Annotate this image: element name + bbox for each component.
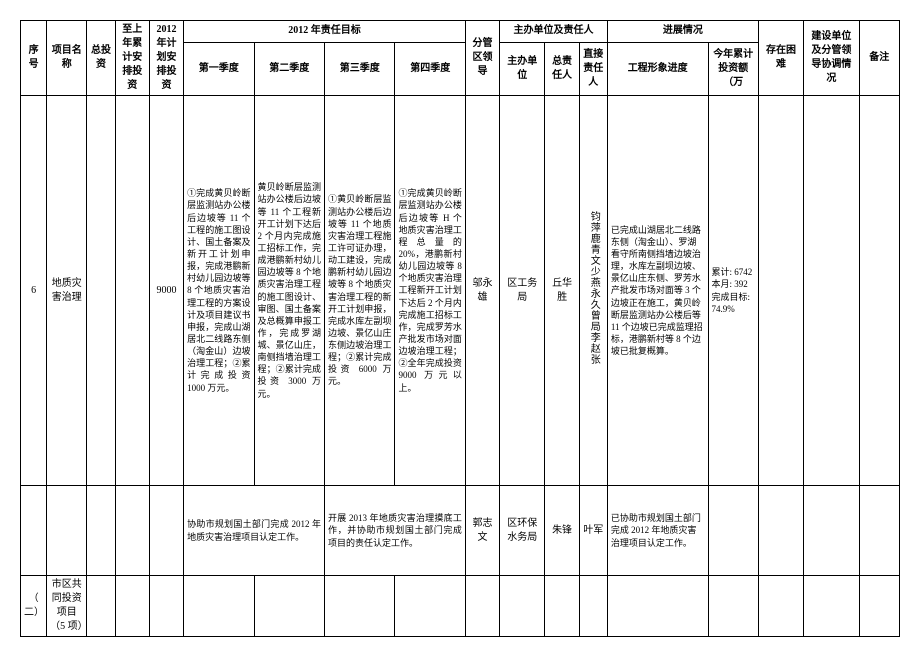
cell-prev-invest [115,96,149,486]
cell-difficulty [758,96,803,486]
cell-q4 [395,576,465,637]
h-q3: 第三季度 [325,42,395,95]
cell-project: 市区共同投资项目（5 项） [47,576,87,637]
h-seq: 序号 [21,21,47,96]
h-leader: 分管区领导 [465,21,499,96]
cell-project: 地质灾害治理 [47,96,87,486]
cell-prev-invest [115,576,149,637]
project-table: 序号 项目名称 总投资 至上年累计安排投资 2012 年计划安排投资 2012 … [20,20,900,637]
cell-total-invest [87,576,115,637]
cell-prev-invest [115,486,149,576]
table-row: 6 地质灾害治理 9000 ①完成黄贝岭断层监测站办公楼后边坡等 11 个工程的… [21,96,900,486]
cell-seq: （二） [21,576,47,637]
h-target-group: 2012 年责任目标 [184,21,466,43]
cell-direct: 钧萍鹿青文少燕永久曾局李赵张 [579,96,607,486]
h-plan-invest: 2012 年计划安排投资 [149,21,183,96]
cell-leader: 郭志文 [465,486,499,576]
cell-img-progress: 已完成山湖居北二线路东侧（淘金山）、罗湖看守所南侧挡墙边坡治理，水库左副坝边坡、… [607,96,708,486]
cell-plan-invest [149,576,183,637]
h-host: 主办单位 [500,42,545,95]
table-row: 协助市规划国土部门完成 2012 年地质灾害治理项目认定工作。 开展 2013 … [21,486,900,576]
header-row-1: 序号 项目名称 总投资 至上年累计安排投资 2012 年计划安排投资 2012 … [21,21,900,43]
cell-chief: 朱锋 [545,486,579,576]
cell-difficulty [758,486,803,576]
cell-q12: 协助市规划国土部门完成 2012 年地质灾害治理项目认定工作。 [184,486,325,576]
cell-project [47,486,87,576]
table-row: （二） 市区共同投资项目（5 项） [21,576,900,637]
cell-difficulty [758,576,803,637]
cell-leader: 邬永雄 [465,96,499,486]
cell-chief [545,576,579,637]
cell-q1 [184,576,254,637]
cell-img-progress: 已协助市规划国土部门完成 2012 年地质灾害治理项目认定工作。 [607,486,708,576]
cell-remark [859,486,899,576]
h-img-progress: 工程形象进度 [607,42,708,95]
cell-q34: 开展 2013 年地质灾害治理摸底工作，并协助市规划国土部门完成项目的责任认定工… [325,486,466,576]
cell-q3: ①黄贝岭断层监测站办公楼后边坡等 11 个地质灾害治理工程施工许可证办理，动工建… [325,96,395,486]
cell-host: 区环保水务局 [500,486,545,576]
cell-direct: 叶军 [579,486,607,576]
h-coord: 建设单位及分管领导协调情况 [804,21,859,96]
cell-host: 区工务局 [500,96,545,486]
cell-ytd-invest [708,576,758,637]
cell-img-progress [607,576,708,637]
h-ytd-invest: 今年累计投资额（万 [708,42,758,95]
cell-chief: 丘华胜 [545,96,579,486]
cell-leader [465,576,499,637]
cell-direct [579,576,607,637]
cell-remark [859,96,899,486]
h-q2: 第二季度 [254,42,324,95]
cell-q1: ①完成黄贝岭断层监测站办公楼后边坡等 11 个工程的施工图设计、国土备案及新开工… [184,96,254,486]
cell-host [500,576,545,637]
h-prev-invest: 至上年累计安排投资 [115,21,149,96]
cell-remark [859,576,899,637]
h-direct: 直接责任人 [579,42,607,95]
h-remark: 备注 [859,21,899,96]
cell-total-invest [87,486,115,576]
cell-total-invest [87,96,115,486]
cell-coord [804,576,859,637]
h-project: 项目名称 [47,21,87,96]
cell-q2 [254,576,324,637]
cell-q3 [325,576,395,637]
h-progress-group: 进展情况 [607,21,758,43]
cell-ytd-invest [708,486,758,576]
h-q1: 第一季度 [184,42,254,95]
h-difficulty: 存在困难 [758,21,803,96]
h-chief: 总责任人 [545,42,579,95]
cell-ytd-invest: 累计: 6742 本月: 392 完成目标: 74.9% [708,96,758,486]
cell-plan-invest: 9000 [149,96,183,486]
cell-plan-invest [149,486,183,576]
cell-coord [804,96,859,486]
cell-q4: ①完成黄贝岭断层监测站办公楼后边坡等 H 个地质灾害治理工程总量的 20%，港鹏… [395,96,465,486]
cell-seq: 6 [21,96,47,486]
h-total-invest: 总投资 [87,21,115,96]
cell-seq [21,486,47,576]
cell-q2: 黄贝岭断层监测站办公楼后边坡等 11 个工程新开工计划下达后 2 个月内完成施工… [254,96,324,486]
h-q4: 第四季度 [395,42,465,95]
cell-coord [804,486,859,576]
h-resp-group: 主办单位及责任人 [500,21,608,43]
